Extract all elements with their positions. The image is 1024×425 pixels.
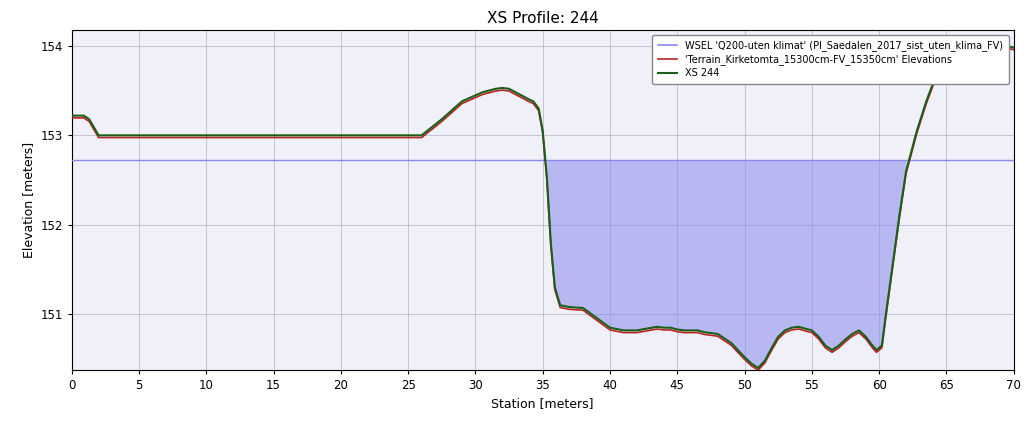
- Title: XS Profile: 244: XS Profile: 244: [486, 11, 599, 26]
- X-axis label: Station [meters]: Station [meters]: [492, 397, 594, 410]
- Legend: WSEL 'Q200-uten klimat' (Pl_Saedalen_2017_sist_uten_klima_FV), 'Terrain_Kirketom: WSEL 'Q200-uten klimat' (Pl_Saedalen_201…: [652, 34, 1009, 84]
- Y-axis label: Elevation [meters]: Elevation [meters]: [22, 142, 35, 258]
